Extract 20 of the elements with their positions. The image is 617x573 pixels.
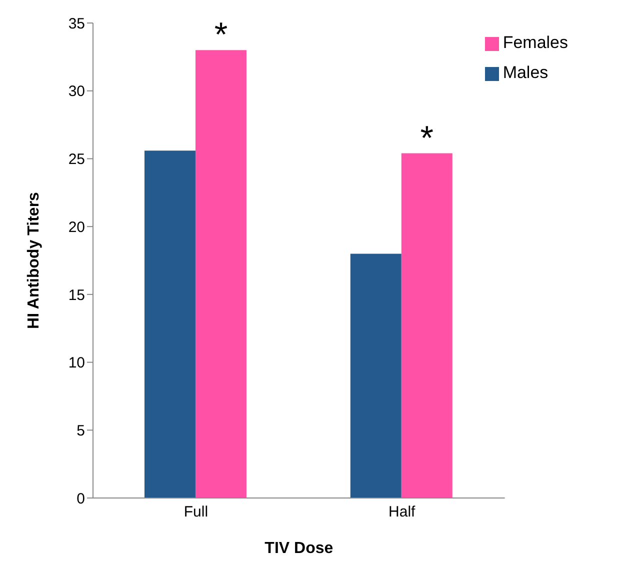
y-axis-title: HI Antibody Titers xyxy=(26,192,43,329)
y-tick-label: 20 xyxy=(68,218,85,236)
y-tick-label: 25 xyxy=(68,151,85,168)
legend-label: Females xyxy=(502,33,568,52)
x-tick-label: Half xyxy=(388,504,416,521)
y-tick-label: 15 xyxy=(68,286,85,304)
x-tick-label: Full xyxy=(184,504,208,521)
bar xyxy=(401,153,452,498)
y-tick-label: 10 xyxy=(68,354,85,372)
x-axis-title: TIV Dose xyxy=(264,540,334,557)
annotation: * xyxy=(214,16,228,54)
bar xyxy=(350,254,402,498)
annotation: * xyxy=(420,119,434,158)
y-tick-label: 35 xyxy=(68,15,85,32)
bar xyxy=(195,50,246,498)
y-tick-label: 5 xyxy=(76,422,85,440)
y-tick-label: 0 xyxy=(76,490,85,508)
bar xyxy=(144,150,196,498)
legend-label: Males xyxy=(502,63,548,82)
y-tick-label: 30 xyxy=(68,83,85,100)
